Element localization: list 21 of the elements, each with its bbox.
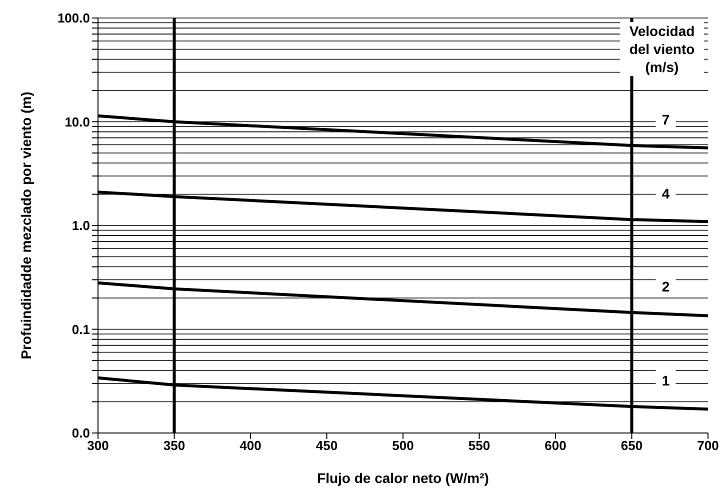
x-axis-title: Flujo de calor neto (W/m²) <box>317 470 489 486</box>
y-axis-title: Profuindidadde mezclado por viento (m) <box>18 92 34 360</box>
y-tick-label: 0.0 <box>72 426 90 441</box>
x-tick-label: 300 <box>87 438 109 454</box>
x-tick-label: 550 <box>468 438 490 454</box>
x-tick-label: 450 <box>316 438 338 454</box>
x-tick-label: 400 <box>240 438 262 454</box>
y-tick-label: 1.0 <box>72 218 90 234</box>
series-label: 4 <box>662 186 670 202</box>
y-tick-label: 0.1 <box>72 322 90 337</box>
x-tick-label: 650 <box>620 438 643 454</box>
series-label: 1 <box>662 372 670 389</box>
series-label: 2 <box>662 278 670 295</box>
series-label: 7 <box>662 112 670 128</box>
x-tick-label: 350 <box>163 438 186 454</box>
x-tick-label: 500 <box>392 438 414 454</box>
y-tick-label: 10.0 <box>64 114 90 130</box>
legend-title: Velocidad del viento (m/s) <box>620 22 704 76</box>
x-tick-label: 600 <box>544 438 566 454</box>
x-tick-label: 700 <box>697 438 719 454</box>
y-tick-label: 100.0 <box>57 10 90 26</box>
